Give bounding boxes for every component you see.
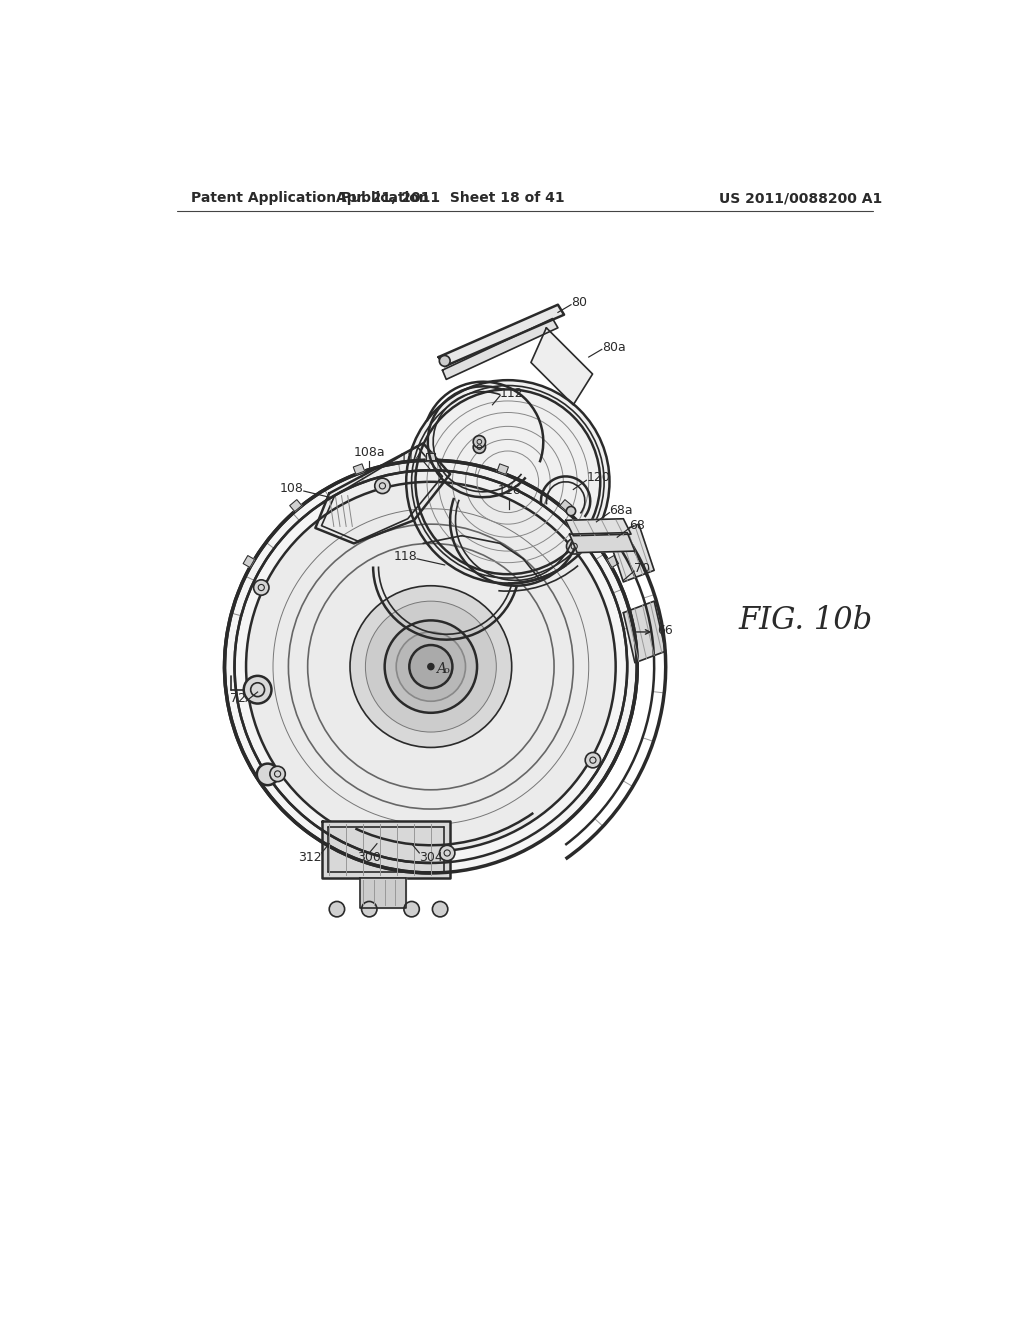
Circle shape bbox=[361, 902, 377, 917]
Circle shape bbox=[473, 441, 485, 453]
Polygon shape bbox=[322, 821, 451, 878]
Text: FIG. 10b: FIG. 10b bbox=[739, 605, 873, 636]
Circle shape bbox=[407, 380, 609, 583]
Text: o: o bbox=[444, 667, 450, 675]
Polygon shape bbox=[353, 463, 365, 474]
Text: 108a: 108a bbox=[353, 446, 385, 459]
Text: 304: 304 bbox=[419, 850, 443, 863]
Text: 80: 80 bbox=[571, 296, 587, 309]
Polygon shape bbox=[243, 556, 254, 568]
Text: 68a: 68a bbox=[609, 504, 633, 517]
Text: 70: 70 bbox=[634, 562, 650, 576]
Circle shape bbox=[244, 676, 271, 704]
Polygon shape bbox=[497, 463, 508, 474]
Circle shape bbox=[246, 482, 615, 851]
Polygon shape bbox=[442, 318, 558, 379]
Circle shape bbox=[375, 478, 390, 494]
Polygon shape bbox=[360, 878, 407, 908]
Polygon shape bbox=[607, 556, 618, 568]
Text: A: A bbox=[436, 661, 446, 676]
Text: 118: 118 bbox=[393, 550, 417, 564]
Text: 68: 68 bbox=[630, 519, 645, 532]
Polygon shape bbox=[315, 444, 451, 544]
Text: 116: 116 bbox=[498, 484, 521, 498]
Text: 114: 114 bbox=[399, 453, 423, 465]
Polygon shape bbox=[426, 453, 435, 461]
Circle shape bbox=[566, 539, 582, 554]
Circle shape bbox=[439, 355, 451, 367]
Text: 112: 112 bbox=[500, 387, 524, 400]
Polygon shape bbox=[624, 601, 666, 663]
Text: 120: 120 bbox=[587, 471, 610, 484]
Polygon shape bbox=[565, 519, 631, 536]
Text: 312: 312 bbox=[298, 850, 322, 863]
Circle shape bbox=[350, 586, 512, 747]
Circle shape bbox=[254, 579, 269, 595]
Circle shape bbox=[223, 459, 639, 874]
Text: US 2011/0088200 A1: US 2011/0088200 A1 bbox=[719, 191, 882, 206]
Circle shape bbox=[439, 845, 455, 861]
Circle shape bbox=[473, 436, 485, 447]
Circle shape bbox=[410, 645, 453, 688]
Circle shape bbox=[432, 902, 447, 917]
Polygon shape bbox=[531, 327, 593, 405]
Text: 72: 72 bbox=[230, 693, 246, 705]
Text: 300: 300 bbox=[357, 850, 381, 863]
Circle shape bbox=[566, 507, 575, 516]
Text: Patent Application Publication: Patent Application Publication bbox=[190, 191, 428, 206]
Circle shape bbox=[270, 766, 286, 781]
Text: 66: 66 bbox=[657, 624, 673, 638]
Circle shape bbox=[585, 752, 601, 768]
Circle shape bbox=[385, 620, 477, 713]
Circle shape bbox=[257, 763, 279, 785]
Text: 108: 108 bbox=[280, 482, 304, 495]
Polygon shape bbox=[560, 500, 572, 511]
Polygon shape bbox=[290, 500, 302, 511]
Circle shape bbox=[396, 632, 466, 701]
Polygon shape bbox=[438, 305, 564, 367]
Circle shape bbox=[366, 601, 497, 733]
Polygon shape bbox=[569, 533, 635, 553]
Circle shape bbox=[403, 902, 419, 917]
Circle shape bbox=[428, 664, 434, 669]
Circle shape bbox=[330, 902, 345, 917]
Text: Apr. 21, 2011  Sheet 18 of 41: Apr. 21, 2011 Sheet 18 of 41 bbox=[336, 191, 564, 206]
Polygon shape bbox=[608, 524, 654, 582]
Text: 80a: 80a bbox=[602, 341, 626, 354]
